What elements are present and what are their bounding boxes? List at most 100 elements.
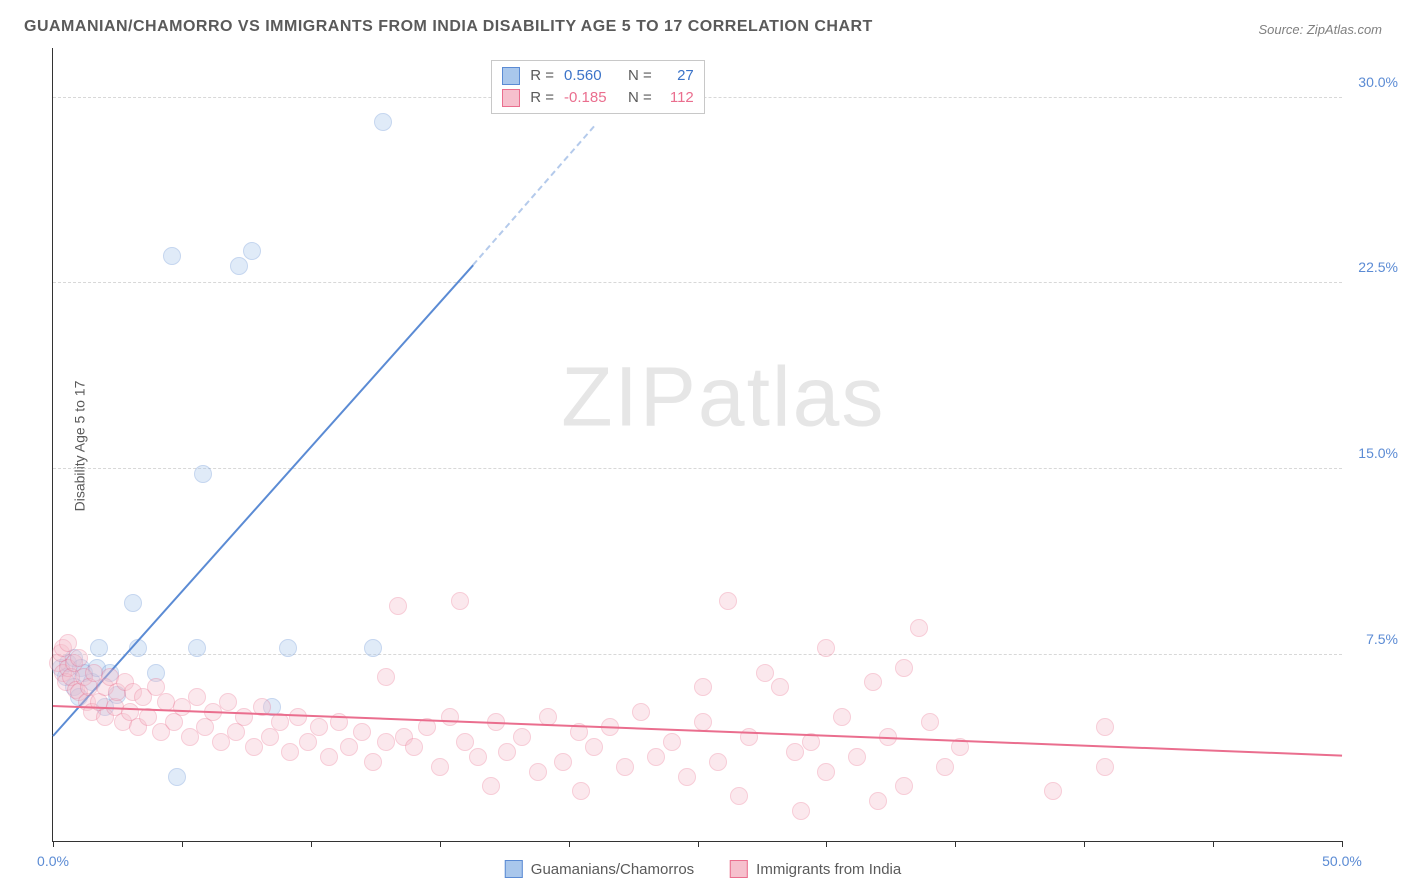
- legend-label: Guamanians/Chamorros: [531, 861, 694, 878]
- scatter-point: [678, 768, 696, 786]
- legend-swatch-icon: [730, 860, 748, 878]
- scatter-point: [647, 748, 665, 766]
- scatter-point: [279, 639, 297, 657]
- scatter-point: [353, 723, 371, 741]
- scatter-point: [554, 753, 572, 771]
- y-tick-label: 22.5%: [1348, 259, 1398, 275]
- scatter-point: [469, 748, 487, 766]
- scatter-point: [529, 763, 547, 781]
- scatter-point: [936, 758, 954, 776]
- scatter-point: [163, 247, 181, 265]
- scatter-point: [168, 768, 186, 786]
- gridline: [53, 654, 1342, 655]
- scatter-point: [910, 619, 928, 637]
- chart-plot-area: ZIPatlas 7.5%15.0%22.5%30.0%0.0%50.0%R =…: [52, 48, 1342, 842]
- correlation-legend-row: R =0.560N =27: [502, 65, 694, 87]
- scatter-point: [456, 733, 474, 751]
- scatter-point: [188, 639, 206, 657]
- scatter-point: [719, 592, 737, 610]
- correlation-legend-row: R =-0.185N =112: [502, 87, 694, 109]
- scatter-point: [310, 718, 328, 736]
- y-tick-label: 7.5%: [1348, 631, 1398, 647]
- scatter-point: [451, 592, 469, 610]
- x-tick: [826, 841, 827, 847]
- scatter-point: [70, 649, 88, 667]
- scatter-point: [1096, 758, 1114, 776]
- scatter-point: [188, 688, 206, 706]
- x-tick: [1084, 841, 1085, 847]
- scatter-point: [364, 753, 382, 771]
- scatter-point: [230, 257, 248, 275]
- scatter-point: [377, 733, 395, 751]
- scatter-point: [663, 733, 681, 751]
- scatter-point: [219, 693, 237, 711]
- scatter-point: [289, 708, 307, 726]
- scatter-point: [833, 708, 851, 726]
- scatter-point: [261, 728, 279, 746]
- scatter-point: [709, 753, 727, 771]
- scatter-point: [848, 748, 866, 766]
- scatter-point: [405, 738, 423, 756]
- gridline: [53, 282, 1342, 283]
- scatter-point: [482, 777, 500, 795]
- x-tick: [1342, 841, 1343, 847]
- scatter-point: [235, 708, 253, 726]
- scatter-point: [340, 738, 358, 756]
- x-tick-label: 0.0%: [37, 853, 69, 869]
- scatter-point: [431, 758, 449, 776]
- x-tick: [440, 841, 441, 847]
- scatter-point: [124, 594, 142, 612]
- x-tick-label: 50.0%: [1322, 853, 1362, 869]
- n-label: N =: [628, 87, 652, 109]
- scatter-point: [374, 113, 392, 131]
- watermark: ZIPatlas: [561, 348, 885, 445]
- scatter-point: [792, 802, 810, 820]
- r-label: R =: [530, 65, 554, 87]
- x-tick: [182, 841, 183, 847]
- scatter-point: [864, 673, 882, 691]
- scatter-point: [572, 782, 590, 800]
- scatter-point: [1044, 782, 1062, 800]
- legend-swatch-icon: [502, 67, 520, 85]
- y-tick-label: 15.0%: [1348, 445, 1398, 461]
- scatter-point: [389, 597, 407, 615]
- legend-label: Immigrants from India: [756, 861, 901, 878]
- x-tick: [1213, 841, 1214, 847]
- x-tick: [955, 841, 956, 847]
- scatter-point: [756, 664, 774, 682]
- scatter-point: [632, 703, 650, 721]
- scatter-point: [585, 738, 603, 756]
- trend-line-dashed: [472, 126, 595, 266]
- correlation-legend: R =0.560N =27R =-0.185N =112: [491, 60, 705, 114]
- scatter-point: [441, 708, 459, 726]
- scatter-point: [616, 758, 634, 776]
- legend-swatch-icon: [502, 89, 520, 107]
- scatter-point: [320, 748, 338, 766]
- x-tick: [569, 841, 570, 847]
- scatter-point: [817, 763, 835, 781]
- scatter-point: [771, 678, 789, 696]
- legend-item-india: Immigrants from India: [730, 860, 901, 878]
- source-credit: Source: ZipAtlas.com: [1258, 22, 1382, 37]
- n-value: 112: [662, 87, 694, 109]
- scatter-point: [377, 668, 395, 686]
- r-value: -0.185: [564, 87, 618, 109]
- scatter-point: [869, 792, 887, 810]
- scatter-point: [364, 639, 382, 657]
- x-tick: [698, 841, 699, 847]
- scatter-point: [817, 639, 835, 657]
- n-value: 27: [662, 65, 694, 87]
- scatter-point: [281, 743, 299, 761]
- scatter-point: [694, 678, 712, 696]
- scatter-point: [194, 465, 212, 483]
- n-label: N =: [628, 65, 652, 87]
- scatter-point: [1096, 718, 1114, 736]
- x-tick: [311, 841, 312, 847]
- scatter-point: [921, 713, 939, 731]
- legend-item-guamanians: Guamanians/Chamorros: [505, 860, 694, 878]
- scatter-point: [895, 659, 913, 677]
- scatter-point: [498, 743, 516, 761]
- scatter-point: [895, 777, 913, 795]
- trend-line: [52, 264, 474, 736]
- legend-swatch-icon: [505, 860, 523, 878]
